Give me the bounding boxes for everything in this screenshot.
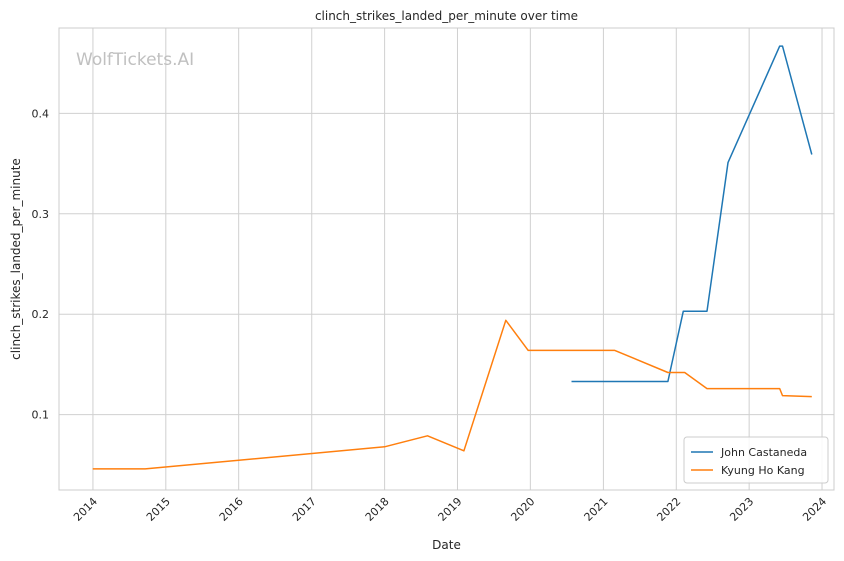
y-tick-label: 0.2 (32, 308, 50, 321)
series-layer (92, 45, 813, 470)
watermark-text: WolfTickets.AI (76, 50, 194, 70)
x-tick-label: 2018 (363, 495, 392, 524)
x-tick-label: 2024 (800, 495, 829, 524)
legend-box (683, 436, 829, 484)
legend-label: John Castaneda (720, 446, 807, 459)
y-tick-labels: 0.1 0.2 0.3 0.4 (32, 107, 50, 421)
plot-area-frame (58, 27, 835, 491)
y-tick-label: 0.1 (32, 409, 50, 422)
x-axis-label: Date (432, 538, 461, 552)
x-tick-label: 2014 (71, 495, 100, 524)
x-tick-label: 2020 (508, 495, 537, 524)
series-line-john-castaneda (571, 45, 813, 383)
x-gridlines (92, 28, 823, 490)
x-tick-label: 2015 (144, 495, 173, 524)
x-tick-labels: 2014 2015 2016 2017 2018 2019 2020 2021 2022 2023… (71, 495, 829, 524)
x-tick-label: 2023 (727, 495, 756, 524)
x-tick-label: 2019 (436, 495, 465, 524)
x-tick-label: 2021 (582, 495, 611, 524)
x-tick-label: 2016 (217, 495, 246, 524)
chart-title: clinch_strikes_landed_per_minute over ti… (315, 9, 578, 23)
x-tick-label: 2022 (654, 495, 683, 524)
legend: John Castaneda Kyung Ho Kang (683, 436, 829, 484)
y-gridlines (59, 112, 834, 416)
x-tick-label: 2017 (290, 495, 319, 524)
y-tick-label: 0.4 (32, 107, 50, 120)
y-tick-label: 0.3 (32, 208, 50, 221)
legend-label: Kyung Ho Kang (721, 464, 805, 477)
y-axis-label: clinch_strikes_landed_per_minute (9, 158, 23, 360)
series-line-kyung-ho-kang (92, 319, 812, 470)
